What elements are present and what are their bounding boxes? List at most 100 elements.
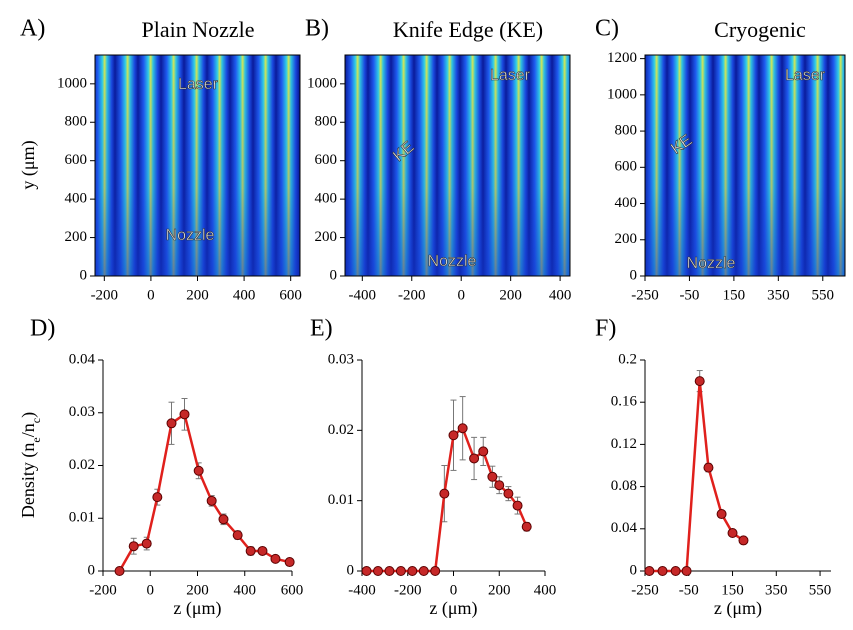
marker xyxy=(193,465,204,476)
marker xyxy=(141,538,152,549)
marker xyxy=(270,553,281,564)
y-tick-label: 1200 xyxy=(607,50,637,66)
interferogram-shade xyxy=(95,55,300,276)
x-tick-label: 0 xyxy=(450,582,458,598)
x-tick-label: -250 xyxy=(631,287,659,303)
y-axis-label-part: c xyxy=(29,418,43,423)
y-tick-label: 0.03 xyxy=(328,351,354,367)
y-axis-label-part: e xyxy=(29,437,43,442)
panel-label: A) xyxy=(20,16,45,42)
panel-label: C) xyxy=(595,16,619,42)
panel-label: E) xyxy=(310,316,333,342)
y-tick-label: 0 xyxy=(88,562,96,578)
marker xyxy=(418,566,429,576)
marker xyxy=(487,471,498,482)
x-tick-label: -50 xyxy=(679,287,699,303)
y-tick-label: 0.16 xyxy=(611,394,638,410)
x-axis-label: z (μm) xyxy=(173,598,221,619)
x-tick-label: -250 xyxy=(631,582,659,598)
marker xyxy=(448,430,459,441)
x-tick-label: -400 xyxy=(349,287,377,303)
marker xyxy=(478,446,489,457)
x-tick-label: 550 xyxy=(809,582,832,598)
marker xyxy=(457,423,468,434)
marker xyxy=(670,566,681,576)
y-axis-label-part: /n xyxy=(18,423,38,437)
y-tick-label: 0.04 xyxy=(69,351,96,367)
y-tick-label: 400 xyxy=(315,191,338,207)
marker xyxy=(395,566,406,576)
panel-label: B) xyxy=(305,16,329,42)
x-tick-label: 400 xyxy=(233,287,256,303)
y-tick-label: 0.2 xyxy=(618,351,637,367)
marker xyxy=(681,566,692,576)
marker xyxy=(284,557,295,568)
y-tick-label: 0 xyxy=(80,267,88,283)
y-tick-label: 0 xyxy=(347,562,355,578)
marker xyxy=(439,488,450,499)
marker xyxy=(694,376,705,387)
y-tick-label: 0 xyxy=(630,267,638,283)
x-tick-label: 200 xyxy=(488,582,511,598)
y-tick-label: 200 xyxy=(615,231,638,247)
x-tick-label: 550 xyxy=(812,287,835,303)
x-tick-label: 200 xyxy=(499,287,522,303)
marker xyxy=(716,509,727,520)
y-tick-label: 0.01 xyxy=(69,510,95,526)
marker xyxy=(657,566,668,576)
marker xyxy=(245,545,256,556)
y-tick-label: 200 xyxy=(65,229,88,245)
y-tick-label: 0.12 xyxy=(611,436,637,452)
x-tick-label: 200 xyxy=(186,582,209,598)
line xyxy=(366,426,528,573)
x-tick-label: -200 xyxy=(398,287,426,303)
marker xyxy=(430,566,441,576)
y-tick-label: 800 xyxy=(65,114,88,130)
x-tick-label: 0 xyxy=(147,582,155,598)
marker xyxy=(738,535,749,546)
y-tick-label: 0.04 xyxy=(611,520,638,536)
y-tick-label: 1000 xyxy=(307,75,337,91)
marker xyxy=(218,514,229,525)
panel-label: F) xyxy=(595,316,616,342)
marker xyxy=(469,453,480,464)
marker xyxy=(166,418,177,429)
marker xyxy=(373,566,384,576)
marker xyxy=(644,566,655,576)
x-tick-label: 400 xyxy=(234,582,257,598)
x-tick-label: 150 xyxy=(721,582,744,598)
x-tick-label: 400 xyxy=(549,287,572,303)
y-tick-label: 1000 xyxy=(57,75,87,91)
x-tick-label: 600 xyxy=(281,582,304,598)
y-axis-label: y (μm) xyxy=(18,140,39,189)
y-tick-label: 0.02 xyxy=(328,422,354,438)
x-tick-label: 600 xyxy=(279,287,302,303)
x-tick-label: -200 xyxy=(394,582,422,598)
chart-title: Knife Edge (KE) xyxy=(393,17,543,42)
x-tick-label: 150 xyxy=(723,287,746,303)
annotation: Laser xyxy=(490,67,531,84)
x-tick-label: -200 xyxy=(89,582,117,598)
annotation: Nozzle xyxy=(166,227,215,244)
y-tick-label: 0.03 xyxy=(69,404,95,420)
y-tick-label: 800 xyxy=(315,114,338,130)
marker xyxy=(179,409,190,420)
marker xyxy=(494,480,505,491)
y-tick-label: 600 xyxy=(315,152,338,168)
marker xyxy=(407,566,418,576)
y-tick-label: 0 xyxy=(630,562,638,578)
line xyxy=(649,380,745,573)
chart-title: Plain Nozzle xyxy=(141,17,254,42)
chart-title: Cryogenic xyxy=(714,17,806,42)
interferogram-shade xyxy=(345,55,570,276)
x-tick-label: -50 xyxy=(679,582,699,598)
marker xyxy=(361,566,372,576)
y-axis-label: Density (ne/nc) xyxy=(18,412,43,518)
annotation: Nozzle xyxy=(428,253,477,270)
x-tick-label: 350 xyxy=(765,582,788,598)
marker xyxy=(257,545,268,556)
y-tick-label: 800 xyxy=(615,123,638,139)
x-tick-label: 0 xyxy=(147,287,155,303)
marker xyxy=(521,521,532,532)
